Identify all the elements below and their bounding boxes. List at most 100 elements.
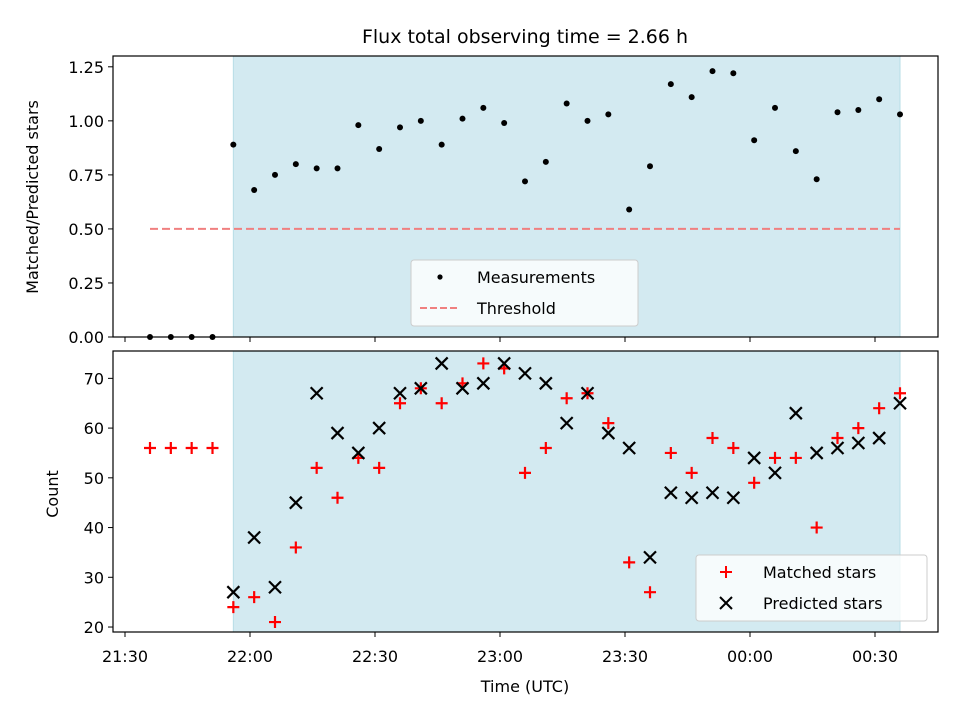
matched-star-point <box>852 422 865 435</box>
top-legend-box <box>410 259 639 327</box>
measurement-point <box>876 96 883 103</box>
x-tick-label: 00:30 <box>852 647 898 666</box>
predicted-star-point <box>518 366 532 381</box>
measurement-point <box>563 100 570 107</box>
matched-star-point <box>435 397 448 410</box>
measurement-point <box>667 81 674 88</box>
top-legend: Measurements Threshold <box>410 259 639 327</box>
measurement-point <box>522 178 528 185</box>
predicted-star-point <box>372 421 386 435</box>
legend-measurements-label: Measurements <box>477 268 595 287</box>
matched-star-point <box>269 616 281 629</box>
matched-star-point <box>310 461 323 474</box>
matched-star-point <box>831 432 844 445</box>
x-tick-label: 23:30 <box>602 647 648 666</box>
top-y-tick-label: 0.00 <box>68 328 104 347</box>
predicted-star-point <box>476 376 491 391</box>
bottom-y-tick-label: 40 <box>84 519 104 538</box>
measurement-point <box>313 165 320 172</box>
bottom-y-axis-label: Count <box>43 470 62 518</box>
predicted-star-point <box>809 446 824 460</box>
legend-measurements-marker <box>437 274 443 280</box>
predicted-star-point <box>330 426 345 440</box>
x-tick-label: 22:30 <box>352 647 398 666</box>
legend-threshold-label: Threshold <box>476 299 556 318</box>
legend-matched-marker <box>720 566 732 578</box>
matched-star-point <box>623 556 636 569</box>
matched-star-point <box>748 476 761 489</box>
measurement-point <box>730 70 737 77</box>
matched-star-point <box>602 417 615 430</box>
bottom-y-tick-label: 30 <box>84 568 104 587</box>
measurement-point <box>542 158 549 165</box>
measurement-point <box>397 124 403 131</box>
measurement-point <box>584 117 591 124</box>
bottom-axes-frame <box>112 350 939 633</box>
measurement-point <box>772 104 778 111</box>
predicted-star-point <box>455 381 470 396</box>
matched-star-point <box>727 441 740 454</box>
matched-star-point <box>477 357 490 370</box>
measurement-point <box>459 115 466 122</box>
measurement-point <box>272 171 278 178</box>
predicted-star-point <box>726 490 741 505</box>
matched-star-point <box>706 432 719 445</box>
matched-star-point <box>206 441 219 454</box>
matched-star-point <box>894 387 906 400</box>
predicted-star-point <box>768 466 782 480</box>
matched-star-point <box>248 591 261 604</box>
predicted-star-point <box>497 356 511 371</box>
top-y-tick-label: 1.25 <box>68 58 104 77</box>
bottom-y-tick-label: 20 <box>84 618 104 637</box>
matched-star-point <box>664 446 677 459</box>
predicted-star-point <box>830 441 845 455</box>
predicted-star-point <box>872 431 886 445</box>
measurement-point <box>292 161 299 168</box>
measurement-point <box>855 107 862 114</box>
matched-star-point <box>644 586 656 599</box>
measurement-point <box>626 206 633 213</box>
matched-star-point <box>769 451 781 464</box>
top-panel: 0.00 0.25 0.50 0.75 1.00 1.25 Matched/Predict… <box>23 55 939 347</box>
measurement-point <box>897 111 903 118</box>
x-tick-label: 22:00 <box>227 647 273 666</box>
measurement-point <box>813 176 820 183</box>
measurement-point <box>834 109 841 116</box>
measurement-point <box>709 68 716 75</box>
x-tick-label: 21:30 <box>102 647 148 666</box>
matched-star-point <box>373 461 386 474</box>
measurement-point <box>751 137 758 144</box>
x-tick-label: 23:00 <box>477 647 523 666</box>
predicted-star-point <box>539 376 553 391</box>
matched-star-point <box>164 441 177 454</box>
predicted-star-point <box>580 386 595 401</box>
matched-star-point <box>185 441 198 454</box>
predicted-star-point <box>747 451 761 465</box>
measurement-point <box>355 122 362 129</box>
matched-star-point <box>331 491 344 504</box>
legend-predicted-label: Predicted stars <box>763 594 883 613</box>
matched-star-point <box>789 451 802 464</box>
matched-star-point <box>289 541 302 554</box>
matched-star-point <box>144 441 156 454</box>
bottom-panel: 20 30 40 50 60 70 21:30 22:00 22:30 23:00 23:30 00… <box>43 350 939 696</box>
measurement-point <box>792 148 799 155</box>
top-y-tick-label: 0.50 <box>68 220 104 239</box>
predicted-star-point <box>393 386 407 401</box>
matched-star-point <box>539 441 552 454</box>
matched-star-point <box>394 397 406 410</box>
measurement-point <box>501 120 508 127</box>
top-y-tick-label: 1.00 <box>68 112 104 131</box>
matched-star-point <box>227 601 240 614</box>
top-y-tick-label: 0.25 <box>68 274 104 293</box>
predicted-star-point <box>559 416 574 430</box>
measurement-point <box>605 111 612 118</box>
top-y-tick-label: 0.75 <box>68 166 104 185</box>
predicted-star-point <box>268 580 282 595</box>
measurement-point <box>688 94 695 101</box>
predicted-star-point <box>601 426 616 440</box>
predicted-star-point <box>247 530 261 545</box>
predicted-star-point <box>664 485 678 500</box>
predicted-star-point <box>351 446 366 460</box>
